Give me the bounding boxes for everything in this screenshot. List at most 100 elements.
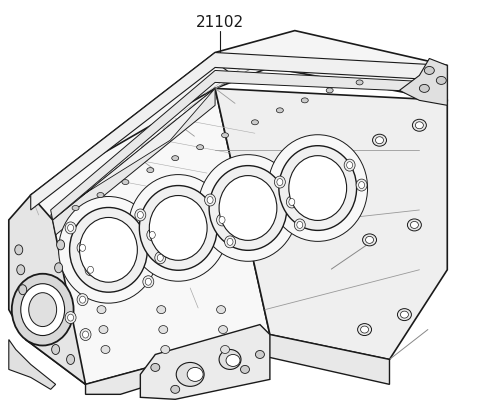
Ellipse shape <box>157 306 166 314</box>
Ellipse shape <box>70 208 147 292</box>
Ellipse shape <box>15 245 23 255</box>
Ellipse shape <box>252 120 258 125</box>
Ellipse shape <box>87 266 94 273</box>
Ellipse shape <box>344 159 355 171</box>
Ellipse shape <box>289 198 295 206</box>
Ellipse shape <box>294 219 305 231</box>
Ellipse shape <box>197 145 204 149</box>
Ellipse shape <box>360 326 369 333</box>
Ellipse shape <box>275 176 285 188</box>
Ellipse shape <box>356 179 367 191</box>
Ellipse shape <box>410 221 419 228</box>
Ellipse shape <box>226 354 240 366</box>
Ellipse shape <box>172 156 179 161</box>
Polygon shape <box>9 195 85 384</box>
Ellipse shape <box>143 276 154 288</box>
Ellipse shape <box>157 255 163 261</box>
Ellipse shape <box>77 242 88 254</box>
Ellipse shape <box>276 108 283 113</box>
Ellipse shape <box>412 119 426 131</box>
Ellipse shape <box>97 193 104 198</box>
Ellipse shape <box>159 326 168 334</box>
Ellipse shape <box>72 206 79 210</box>
Ellipse shape <box>415 122 423 129</box>
Polygon shape <box>140 324 270 399</box>
Ellipse shape <box>85 264 96 276</box>
Ellipse shape <box>147 168 154 173</box>
Ellipse shape <box>397 309 411 321</box>
Ellipse shape <box>362 234 376 246</box>
Ellipse shape <box>279 146 357 230</box>
Ellipse shape <box>80 328 91 341</box>
Ellipse shape <box>139 185 217 270</box>
Ellipse shape <box>145 278 151 285</box>
Ellipse shape <box>219 176 277 240</box>
Ellipse shape <box>101 345 110 354</box>
Ellipse shape <box>155 252 166 264</box>
Ellipse shape <box>207 196 213 204</box>
Ellipse shape <box>219 349 241 369</box>
Ellipse shape <box>149 231 156 238</box>
Ellipse shape <box>301 98 308 103</box>
Polygon shape <box>9 339 56 389</box>
Ellipse shape <box>77 294 88 306</box>
Ellipse shape <box>68 314 73 321</box>
Ellipse shape <box>240 366 250 373</box>
Polygon shape <box>31 31 447 220</box>
Ellipse shape <box>255 351 264 358</box>
Ellipse shape <box>65 222 76 234</box>
Ellipse shape <box>135 209 146 221</box>
Ellipse shape <box>83 331 88 338</box>
Ellipse shape <box>216 214 228 226</box>
Polygon shape <box>399 59 447 105</box>
Ellipse shape <box>68 225 73 231</box>
Ellipse shape <box>372 134 386 146</box>
Polygon shape <box>31 53 447 210</box>
Ellipse shape <box>347 162 353 168</box>
Ellipse shape <box>17 265 25 275</box>
Ellipse shape <box>80 217 137 282</box>
Ellipse shape <box>227 238 233 245</box>
Ellipse shape <box>151 364 160 371</box>
Ellipse shape <box>277 179 283 185</box>
Ellipse shape <box>420 84 429 93</box>
Ellipse shape <box>161 345 170 354</box>
Polygon shape <box>85 335 389 394</box>
Ellipse shape <box>19 285 27 295</box>
Ellipse shape <box>65 311 76 324</box>
Ellipse shape <box>137 211 144 219</box>
Polygon shape <box>215 88 447 360</box>
Polygon shape <box>51 88 215 220</box>
Ellipse shape <box>97 306 106 314</box>
Ellipse shape <box>326 88 333 93</box>
Ellipse shape <box>216 306 226 314</box>
Ellipse shape <box>187 367 203 381</box>
Ellipse shape <box>21 284 65 336</box>
Ellipse shape <box>375 137 384 144</box>
Polygon shape <box>51 70 439 220</box>
Ellipse shape <box>128 175 228 281</box>
Ellipse shape <box>436 76 446 84</box>
Ellipse shape <box>218 326 228 334</box>
Ellipse shape <box>67 354 74 364</box>
Ellipse shape <box>52 345 60 354</box>
Ellipse shape <box>400 311 408 318</box>
Ellipse shape <box>287 196 297 208</box>
Ellipse shape <box>366 236 373 243</box>
Text: 21102: 21102 <box>196 15 244 30</box>
Ellipse shape <box>99 326 108 334</box>
Ellipse shape <box>12 274 73 345</box>
Ellipse shape <box>171 385 180 393</box>
Ellipse shape <box>225 236 236 248</box>
Ellipse shape <box>147 229 158 241</box>
Ellipse shape <box>122 179 129 185</box>
Ellipse shape <box>57 240 65 250</box>
Ellipse shape <box>358 324 372 336</box>
Ellipse shape <box>198 155 298 261</box>
Ellipse shape <box>289 156 347 221</box>
Ellipse shape <box>221 345 229 354</box>
Ellipse shape <box>209 166 287 250</box>
Ellipse shape <box>80 244 85 251</box>
Ellipse shape <box>359 181 365 189</box>
Ellipse shape <box>80 296 85 303</box>
